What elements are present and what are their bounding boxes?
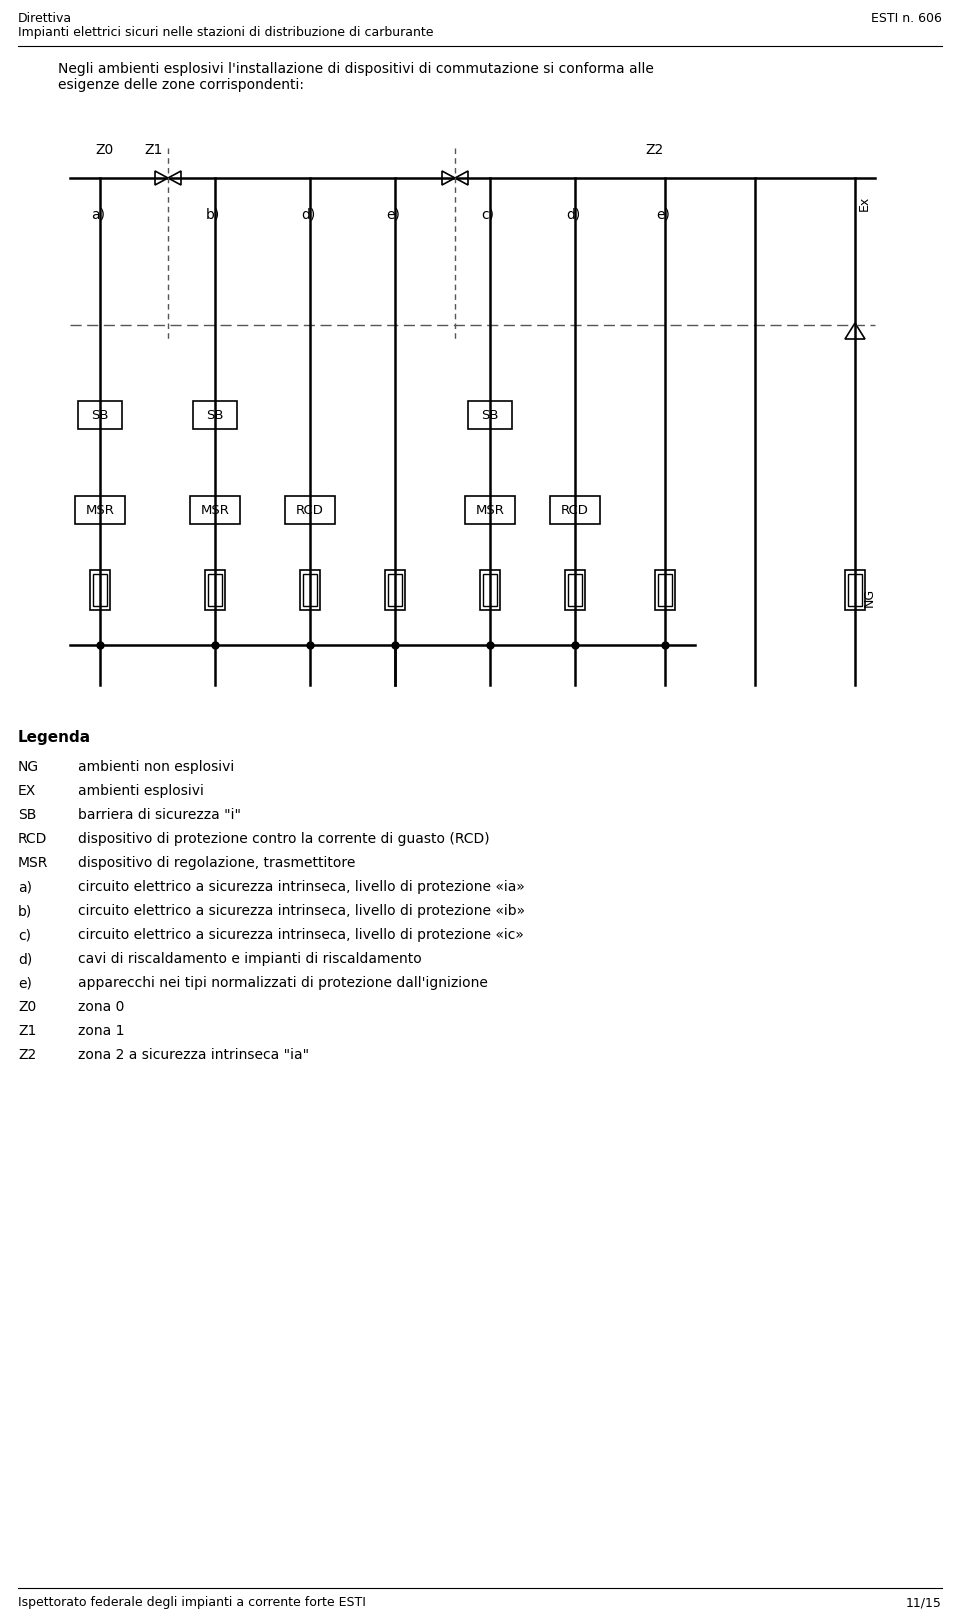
- Text: dispositivo di protezione contro la corrente di guasto (RCD): dispositivo di protezione contro la corr…: [78, 833, 490, 846]
- Text: Ex: Ex: [858, 196, 871, 210]
- Bar: [205, 571, 225, 610]
- Polygon shape: [155, 171, 168, 184]
- Bar: [658, 574, 672, 606]
- Text: d): d): [18, 952, 33, 965]
- Bar: [480, 571, 500, 610]
- Text: SB: SB: [18, 808, 36, 821]
- Text: circuito elettrico a sicurezza intrinseca, livello di protezione «ib»: circuito elettrico a sicurezza intrinsec…: [78, 904, 525, 918]
- Bar: [285, 496, 335, 524]
- Text: e): e): [18, 977, 32, 990]
- Bar: [550, 496, 600, 524]
- Text: Z2: Z2: [18, 1048, 36, 1062]
- Bar: [848, 574, 862, 606]
- Text: ambienti non esplosivi: ambienti non esplosivi: [78, 760, 234, 775]
- Text: a): a): [91, 209, 105, 222]
- Text: zona 2 a sicurezza intrinseca "ia": zona 2 a sicurezza intrinseca "ia": [78, 1048, 309, 1062]
- Text: MSR: MSR: [475, 503, 504, 516]
- Text: NG: NG: [862, 589, 876, 606]
- Bar: [483, 574, 497, 606]
- Bar: [385, 571, 405, 610]
- Text: ambienti esplosivi: ambienti esplosivi: [78, 784, 204, 799]
- Bar: [568, 574, 582, 606]
- Text: Impianti elettrici sicuri nelle stazioni di distribuzione di carburante: Impianti elettrici sicuri nelle stazioni…: [18, 26, 434, 39]
- Bar: [208, 574, 222, 606]
- Text: Z0: Z0: [18, 999, 36, 1014]
- Text: 11/15: 11/15: [906, 1596, 942, 1609]
- Text: e): e): [386, 209, 400, 222]
- Text: RCD: RCD: [296, 503, 324, 516]
- Text: b): b): [18, 904, 33, 918]
- Text: dispositivo di regolazione, trasmettitore: dispositivo di regolazione, trasmettitor…: [78, 855, 355, 870]
- Text: MSR: MSR: [85, 503, 114, 516]
- Text: a): a): [18, 880, 32, 894]
- Text: d): d): [566, 209, 580, 222]
- Bar: [78, 401, 122, 429]
- Text: circuito elettrico a sicurezza intrinseca, livello di protezione «ic»: circuito elettrico a sicurezza intrinsec…: [78, 928, 524, 943]
- Text: barriera di sicurezza "i": barriera di sicurezza "i": [78, 808, 241, 821]
- Text: NG: NG: [18, 760, 39, 775]
- Text: SB: SB: [91, 409, 108, 422]
- Text: e): e): [656, 209, 670, 222]
- Text: Legenda: Legenda: [18, 729, 91, 745]
- Text: Negli ambienti esplosivi l'installazione di dispositivi di commutazione si confo: Negli ambienti esplosivi l'installazione…: [58, 61, 654, 76]
- Text: Z2: Z2: [645, 142, 663, 157]
- Text: SB: SB: [481, 409, 499, 422]
- Bar: [300, 571, 320, 610]
- Text: c): c): [18, 928, 31, 943]
- Text: c): c): [481, 209, 494, 222]
- Bar: [93, 574, 107, 606]
- Bar: [845, 571, 865, 610]
- Polygon shape: [168, 171, 181, 184]
- Text: MSR: MSR: [18, 855, 48, 870]
- Text: zona 0: zona 0: [78, 999, 125, 1014]
- Bar: [655, 571, 675, 610]
- Text: d): d): [301, 209, 315, 222]
- Polygon shape: [442, 171, 455, 184]
- Bar: [388, 574, 402, 606]
- Polygon shape: [845, 323, 865, 340]
- Text: apparecchi nei tipi normalizzati di protezione dall'ignizione: apparecchi nei tipi normalizzati di prot…: [78, 977, 488, 990]
- Text: EX: EX: [18, 784, 36, 799]
- Text: SB: SB: [206, 409, 224, 422]
- Bar: [75, 496, 125, 524]
- Bar: [190, 496, 240, 524]
- Text: circuito elettrico a sicurezza intrinseca, livello di protezione «ia»: circuito elettrico a sicurezza intrinsec…: [78, 880, 525, 894]
- Text: MSR: MSR: [201, 503, 229, 516]
- Text: Ispettorato federale degli impianti a corrente forte ESTI: Ispettorato federale degli impianti a co…: [18, 1596, 366, 1609]
- Bar: [193, 401, 237, 429]
- Polygon shape: [455, 171, 468, 184]
- Bar: [465, 496, 515, 524]
- Bar: [565, 571, 585, 610]
- Bar: [303, 574, 317, 606]
- Text: ESTI n. 606: ESTI n. 606: [871, 11, 942, 24]
- Text: Z0: Z0: [95, 142, 113, 157]
- Text: Z1: Z1: [18, 1024, 36, 1038]
- Text: esigenze delle zone corrispondenti:: esigenze delle zone corrispondenti:: [58, 78, 304, 92]
- Bar: [468, 401, 512, 429]
- Text: RCD: RCD: [561, 503, 588, 516]
- Text: Z1: Z1: [144, 142, 162, 157]
- Bar: [90, 571, 110, 610]
- Text: Direttiva: Direttiva: [18, 11, 72, 24]
- Text: cavi di riscaldamento e impianti di riscaldamento: cavi di riscaldamento e impianti di risc…: [78, 952, 421, 965]
- Text: RCD: RCD: [18, 833, 47, 846]
- Text: zona 1: zona 1: [78, 1024, 125, 1038]
- Text: b): b): [206, 209, 220, 222]
